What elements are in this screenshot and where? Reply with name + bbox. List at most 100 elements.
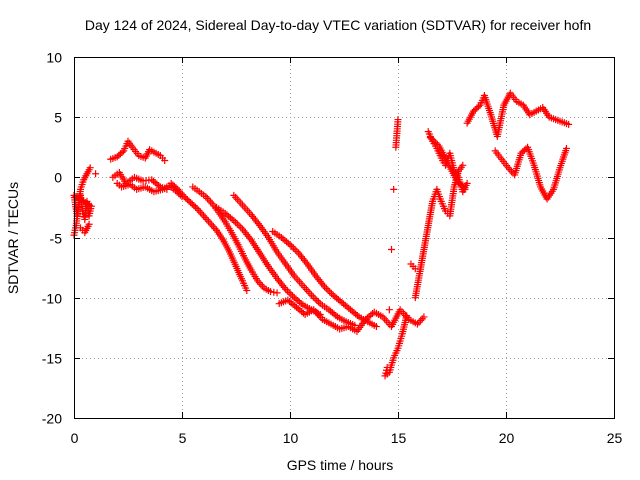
data-point-marker (190, 202, 198, 210)
data-point-marker (473, 104, 481, 112)
data-point-marker (418, 315, 426, 323)
data-point-marker (115, 151, 123, 159)
data-point-marker (388, 246, 396, 254)
data-point-marker (474, 103, 482, 111)
data-point-marker (200, 212, 208, 220)
data-point-marker (385, 306, 393, 314)
data-point-marker (403, 312, 411, 320)
y-tick-labels: -20 -15 -10 -5 0 5 10 (42, 50, 62, 427)
y-tick-label: -10 (42, 291, 62, 307)
data-point-marker (170, 182, 178, 190)
data-point-marker (415, 318, 423, 326)
data-point-marker (311, 295, 319, 303)
data-point-marker (322, 285, 330, 293)
data-point-marker (207, 198, 215, 206)
data-point-marker (394, 116, 402, 124)
data-point-marker (520, 146, 528, 154)
x-axis-label: GPS time / hours (287, 457, 394, 473)
data-point-marker (203, 215, 211, 223)
data-point-marker (461, 185, 469, 193)
data-point-marker (116, 150, 124, 158)
data-point-marker (463, 179, 471, 187)
data-point-marker (291, 246, 299, 254)
data-point-marker (203, 194, 211, 202)
data-point-marker (209, 223, 217, 231)
data-point-marker (243, 286, 251, 294)
data-point-marker (201, 214, 209, 222)
data-point-marker (309, 293, 317, 301)
data-point-marker (459, 161, 467, 169)
data-point-marker (187, 199, 195, 207)
data-point-marker (198, 210, 206, 218)
data-point-marker (324, 286, 332, 294)
data-point-marker (297, 299, 305, 307)
y-tick-label: 0 (54, 170, 62, 186)
data-point-marker (183, 196, 191, 204)
data-point-marker (562, 144, 570, 152)
data-point-marker (235, 222, 243, 230)
data-point-marker (188, 200, 196, 208)
chart-title: Day 124 of 2024, Sidereal Day-to-day VTE… (85, 17, 591, 33)
data-point-marker (161, 156, 169, 164)
y-axis-label: SDTVAR / TECUs (5, 182, 21, 294)
series-recovery-16h (411, 161, 467, 302)
data-point-marker (289, 292, 297, 300)
series-afternoon-high (463, 89, 573, 140)
data-point-marker (308, 291, 316, 299)
data-point-marker (195, 206, 203, 214)
x-tick-label: 5 (179, 430, 187, 446)
data-point-marker (432, 139, 440, 147)
data-point-marker (228, 215, 236, 223)
data-point-marker (205, 196, 213, 204)
data-point-marker (428, 135, 436, 143)
y-tick-label: -5 (50, 231, 63, 247)
data-point-marker (426, 134, 434, 142)
series-descent-track-5 (269, 227, 380, 331)
data-point-marker (206, 219, 214, 227)
data-point-marker (471, 106, 479, 114)
data-point-marker (353, 311, 361, 319)
data-point-marker (169, 181, 177, 189)
data-point-marker (85, 220, 93, 228)
y-tick-label: 10 (46, 50, 62, 66)
series-early-scatter (70, 164, 100, 239)
series-afternoon-low (491, 143, 570, 203)
x-tick-label: 20 (499, 430, 515, 446)
data-point-marker (233, 220, 241, 228)
data-point-marker (313, 296, 321, 304)
x-tick-label: 25 (607, 430, 623, 446)
data-point-marker (327, 290, 335, 298)
data-point-marker (289, 244, 297, 252)
y-tick-label: -20 (42, 411, 62, 427)
data-point-marker (372, 323, 380, 331)
data-point-marker (293, 247, 301, 255)
data-point-marker (506, 166, 514, 174)
data-point-marker (232, 218, 240, 226)
data-point-marker (284, 239, 292, 247)
data-point-marker (167, 179, 175, 187)
series-descent-track-3 (213, 203, 324, 319)
data-point-marker (326, 288, 334, 296)
y-tick-label: 5 (54, 110, 62, 126)
data-point-marker (208, 221, 216, 229)
data-point-marker (270, 288, 278, 296)
x-tick-label: 0 (71, 430, 79, 446)
plot-frame (74, 57, 615, 419)
data-point-marker (288, 242, 296, 250)
series-descent-track-4 (230, 191, 359, 329)
data-point-marker (420, 313, 428, 321)
data-point-marker (230, 217, 238, 225)
data-point-marker (315, 298, 323, 306)
data-point-marker (204, 217, 212, 225)
y-tick-label: -15 (42, 351, 62, 367)
data-point-marker (285, 289, 293, 297)
data-point-marker (332, 311, 340, 319)
series-spike-15h (381, 116, 419, 380)
data-point-marker (185, 197, 193, 205)
data-point-marker (565, 120, 573, 128)
data-point-marker (237, 223, 245, 231)
data-point-marker (433, 140, 441, 148)
data-point-marker (430, 137, 438, 145)
data-point-marker (282, 285, 290, 293)
